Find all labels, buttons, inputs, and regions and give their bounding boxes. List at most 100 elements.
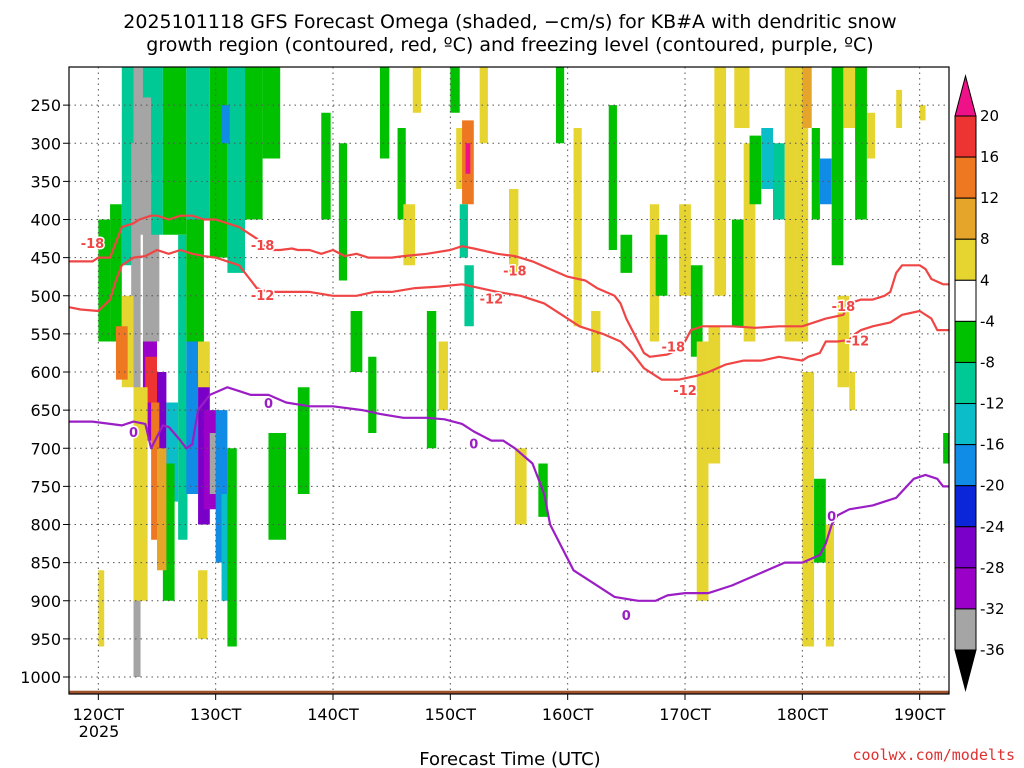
omega-cell (796, 67, 809, 342)
contour-label: -12 (846, 335, 870, 350)
omega-cell (397, 128, 406, 220)
omega-cell (209, 67, 228, 258)
omega-cell (157, 372, 167, 464)
colorbar-bin (954, 485, 977, 528)
omega-cell (133, 387, 148, 601)
colorbar: 20 16 12 8 4 -4 -8 -12 -16 -20 -24 -28 -32 -36 (954, 74, 1005, 692)
omega-cell (819, 158, 832, 205)
omega-cell (297, 387, 310, 494)
omega-cell (198, 341, 210, 388)
y-tick-label: 250 (30, 96, 61, 115)
omega-cell (403, 204, 416, 266)
omega-cell (690, 265, 703, 357)
y-axis-ticks: 250 300 350 400 450 500 550 600 650 700 750 800 850 9… (20, 96, 69, 687)
colorbar-label: -16 (980, 436, 1005, 454)
colorbar-label: -24 (980, 518, 1005, 536)
colorbar-bin (954, 403, 977, 446)
y-tick-label: 400 (30, 211, 61, 230)
y-tick-label: 950 (30, 630, 61, 649)
contour-label: 0 (622, 609, 631, 624)
omega-cell (573, 128, 582, 327)
omega-cell (450, 67, 460, 113)
omega-cell (734, 67, 750, 128)
omega-cell (825, 524, 835, 647)
y-tick-label: 900 (30, 592, 61, 611)
omega-cell (802, 372, 815, 647)
omega-cell (479, 67, 488, 144)
chart-title: 2025101118 GFS Forecast Omega (shaded, −… (123, 11, 896, 33)
contour-label: -18 (662, 341, 686, 356)
contour-label: 0 (469, 437, 478, 452)
colorbar-bin (954, 156, 977, 199)
colorbar-bin (954, 608, 977, 651)
colorbar-bin (954, 279, 977, 322)
colorbar-bin (954, 115, 977, 158)
colorbar-tip-top (954, 74, 977, 117)
temperature-contours (68, 214, 949, 602)
omega-cell (831, 67, 844, 266)
contour-label: 0 (827, 510, 836, 525)
omega-cell (227, 67, 245, 273)
omega-cell (714, 67, 727, 296)
colorbar-label: 12 (980, 189, 999, 207)
omega-cell (121, 67, 134, 266)
contour-label: -12 (673, 384, 697, 399)
omega-cell (438, 341, 448, 411)
colorbar-label: 8 (980, 230, 990, 248)
omega-cell (412, 67, 421, 113)
colorbar-bin (954, 238, 977, 281)
omega-cell (268, 433, 287, 540)
colorbar-label: 20 (980, 107, 999, 125)
omega-cell (943, 433, 949, 464)
omega-cell (186, 67, 210, 220)
x-tick-label: 180CT (777, 705, 829, 724)
omega-cell (115, 326, 128, 380)
y-tick-label: 800 (30, 516, 61, 535)
colorbar-bin (954, 361, 977, 405)
colorbar-label: -28 (980, 559, 1005, 577)
x-tick-label: 160CT (542, 705, 594, 724)
omega-cell (186, 219, 204, 342)
omega-cell (157, 448, 167, 571)
omega-cell (731, 219, 744, 327)
y-tick-label: 300 (30, 134, 61, 153)
omega-cell (509, 189, 519, 273)
y-tick-label: 750 (30, 477, 61, 496)
ground-band (69, 690, 949, 694)
plot-frame (68, 66, 950, 695)
contour-label: -18 (832, 300, 856, 315)
omega-cell (166, 402, 179, 502)
colorbar-bin (954, 444, 977, 487)
omega-cell (802, 67, 812, 128)
omega-cell (379, 67, 390, 159)
omega-cell (198, 570, 208, 639)
colorbar-label: 4 (980, 271, 990, 289)
omega-cell (368, 356, 377, 433)
colorbar-bin (954, 320, 977, 363)
omega-cell (784, 67, 797, 342)
omega-cell (655, 234, 668, 296)
y-tick-label: 500 (30, 287, 61, 306)
omega-cell (743, 143, 756, 342)
x-axis-year: 2025 (79, 722, 120, 741)
omega-cell (708, 326, 721, 464)
omega-cell (555, 67, 565, 144)
contour-label: -12 (480, 293, 504, 308)
contour-label: 0 (129, 426, 138, 441)
y-tick-label: 850 (30, 554, 61, 573)
omega-cell (133, 67, 143, 106)
omega-cell (321, 112, 331, 220)
omega-cell (866, 112, 876, 159)
omega-cell (649, 204, 660, 342)
contour-line (68, 248, 949, 381)
omega-cell (98, 219, 111, 342)
contour-label: 0 (264, 397, 273, 412)
contour-label: -12 (251, 289, 275, 304)
x-axis-label: Forecast Time (UTC) (419, 749, 600, 768)
omega-cell (221, 105, 230, 144)
y-tick-label: 650 (30, 401, 61, 420)
omega-cell (186, 341, 199, 494)
ground-fill (69, 690, 949, 694)
omega-cell (162, 67, 187, 235)
